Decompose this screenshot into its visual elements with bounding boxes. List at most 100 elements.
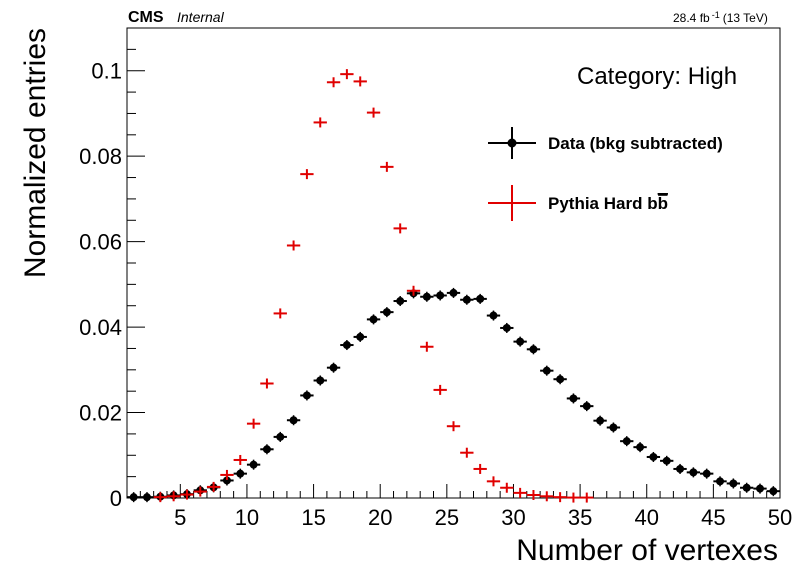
- data-point: [380, 307, 394, 318]
- pythia-point: [393, 223, 407, 234]
- data-layer: [127, 69, 780, 503]
- data-point: [726, 478, 741, 489]
- pythia-point: [580, 492, 594, 503]
- data-point: [620, 436, 634, 447]
- data-point: [340, 340, 354, 351]
- data-point: [540, 365, 554, 376]
- pythia-point: [566, 492, 581, 503]
- data-point: [700, 468, 714, 479]
- pythia-point: [326, 77, 341, 88]
- data-point: [353, 331, 367, 342]
- data-point: [446, 287, 461, 298]
- pythia-point: [353, 76, 367, 87]
- x-tick-label: 35: [568, 505, 592, 530]
- x-tick-label: 15: [301, 505, 325, 530]
- experiment-label: CMS: [128, 9, 164, 26]
- data-point: [420, 291, 434, 302]
- y-axis-title: Normalized entries: [19, 28, 52, 278]
- pythia-point: [433, 384, 447, 395]
- pythia-point: [513, 487, 527, 498]
- pythia-point: [540, 491, 554, 502]
- x-tick-label: 45: [701, 505, 725, 530]
- legend-label-pythia: Pythia Hard bb: [548, 194, 668, 213]
- category-annotation: Category: High: [577, 63, 737, 90]
- data-point: [460, 294, 474, 305]
- data-point: [646, 451, 661, 462]
- lumi-label: 28.4 fb -1 (13 TeV): [673, 10, 768, 25]
- x-tick-label: 5: [174, 505, 186, 530]
- pythia-point: [193, 486, 207, 497]
- legend-label-pythia-main: Pythia Hard b: [548, 194, 658, 213]
- status-label: Internal: [177, 9, 225, 25]
- pythia-point: [340, 69, 354, 80]
- x-axis-title: Number of vertexes: [516, 534, 778, 567]
- data-point: [513, 336, 527, 347]
- lumi-value: 28.4 fb: [673, 11, 710, 25]
- y-tick-label: 0.02: [79, 401, 122, 426]
- pythia-point: [273, 308, 287, 319]
- pythia-point: [553, 492, 567, 503]
- y-tick-label: 0.04: [79, 315, 122, 340]
- data-point: [486, 310, 501, 321]
- data-point: [300, 390, 314, 401]
- data-point: [433, 290, 447, 301]
- data-point: [686, 467, 701, 478]
- pythia-point: [313, 117, 327, 128]
- data-point: [566, 393, 581, 404]
- x-tick-label: 40: [634, 505, 658, 530]
- data-point: [366, 314, 381, 325]
- data-point: [553, 374, 567, 385]
- data-point: [740, 482, 754, 493]
- data-point: [246, 459, 261, 470]
- legend-marker-data: [488, 127, 536, 159]
- pythia-point: [260, 378, 274, 389]
- pythia-point: [500, 482, 514, 493]
- pythia-point: [460, 447, 474, 458]
- data-point: [633, 442, 647, 453]
- pythia-point: [180, 489, 194, 500]
- data-point: [286, 415, 301, 426]
- pythia-point: [166, 491, 181, 502]
- data-point: [260, 444, 274, 455]
- legend-label-data: Data (bkg subtracted): [548, 134, 723, 153]
- y-tick-label: 0: [110, 486, 122, 511]
- data-point: [500, 322, 514, 333]
- series-pythia: [153, 69, 594, 503]
- x-tick-label: 50: [768, 505, 792, 530]
- pythia-point: [406, 285, 421, 296]
- data-point: [580, 401, 594, 412]
- data-point: [273, 431, 287, 442]
- pythia-point: [446, 421, 461, 432]
- data-point: [673, 463, 687, 474]
- data-point: [526, 344, 541, 355]
- pythia-point: [420, 341, 434, 352]
- data-point: [660, 455, 674, 466]
- x-tick-label: 20: [368, 505, 392, 530]
- legend-label-pythia-bbar: b: [658, 194, 668, 213]
- data-point: [326, 362, 341, 373]
- pythia-point: [153, 492, 167, 503]
- data-point: [127, 492, 141, 503]
- x-tick-label: 30: [501, 505, 525, 530]
- legend: Data (bkg subtracted) Pythia Hard bb: [488, 127, 723, 221]
- data-point: [606, 422, 621, 433]
- data-point: [753, 483, 767, 494]
- y-tick-label: 0.06: [79, 230, 122, 255]
- lumi-exponent: -1: [712, 10, 720, 20]
- pythia-point: [366, 107, 381, 118]
- data-point: [233, 468, 247, 479]
- data-point: [713, 476, 727, 487]
- pythia-point: [286, 240, 301, 251]
- pythia-point: [526, 490, 541, 501]
- pythia-point: [380, 161, 394, 172]
- data-point: [393, 296, 407, 307]
- y-tick-label: 0.08: [79, 144, 122, 169]
- pythia-point: [300, 169, 314, 180]
- pythia-point: [220, 469, 234, 480]
- axes: 5 10 15 20 25 30 35 40 45 50 0 0.02 0.04 0.06 0.08 0.1: [79, 27, 792, 530]
- energy-label: (13 TeV): [723, 11, 768, 25]
- x-tick-label: 25: [435, 505, 459, 530]
- data-point: [313, 375, 327, 386]
